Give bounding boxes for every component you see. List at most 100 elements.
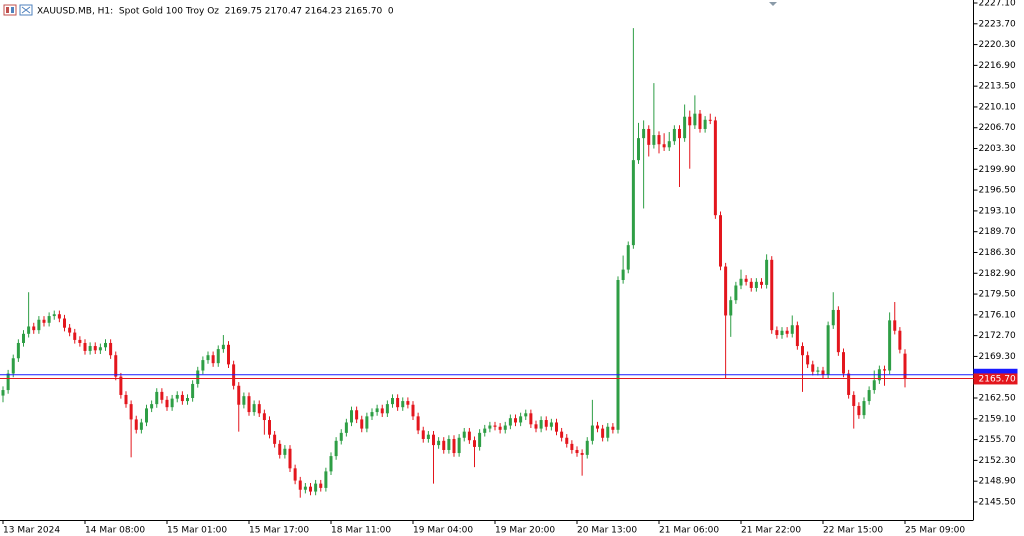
candle-body [867, 390, 871, 402]
candle-body [242, 396, 246, 405]
candle-body [785, 330, 789, 334]
candle-body [555, 422, 558, 432]
y-tick-label: 2216.90 [979, 61, 1016, 71]
candle-body [719, 215, 722, 267]
candle-body [631, 160, 635, 246]
candle-body [334, 440, 338, 457]
candle-body [770, 259, 774, 331]
candle-body [560, 431, 564, 438]
candle-body [298, 480, 302, 490]
candle-body [93, 346, 97, 351]
candle-body [293, 468, 297, 481]
candle-body [806, 355, 810, 365]
icon-cross [21, 6, 31, 14]
candle-body [893, 320, 897, 331]
candle-body [396, 398, 400, 408]
candle-body [421, 430, 425, 439]
candle-body [529, 413, 533, 425]
candle-body [708, 119, 712, 121]
candle-body [739, 278, 743, 286]
candle-body [370, 412, 374, 417]
candle-body [155, 391, 159, 405]
candle-body [642, 128, 646, 139]
candle-body [457, 437, 461, 454]
candle-body [621, 269, 625, 280]
candle-body [319, 483, 323, 488]
candle-body [831, 309, 835, 326]
candle-body [47, 316, 51, 323]
candle-body [652, 135, 656, 145]
candle-body [467, 431, 471, 441]
candle-body [350, 410, 353, 423]
candle-body [124, 394, 128, 405]
candle-body [63, 318, 66, 328]
candle-body [11, 358, 15, 374]
candle-body [442, 440, 446, 450]
chart-title: XAUUSD.MB, H1: Spot Gold 100 Troy Oz 216… [37, 7, 394, 17]
candle-body [883, 369, 886, 371]
candle-body [391, 398, 394, 405]
x-tick-label: 14 Mar 08:00 [85, 526, 145, 536]
candle-body [252, 404, 256, 413]
candle-body [790, 325, 794, 334]
candle-body [385, 404, 389, 414]
candle-body [273, 434, 277, 444]
candle-body [360, 419, 364, 429]
candle-body [355, 410, 359, 420]
candle-body [303, 486, 307, 490]
y-tick-label: 2145.50 [979, 497, 1016, 507]
bid-tag [973, 373, 1018, 385]
candle-body [575, 449, 579, 454]
x-tick-label: 19 Mar 04:00 [413, 526, 473, 536]
y-tick-label: 2159.10 [979, 414, 1016, 424]
x-tick-label: 15 Mar 17:00 [249, 526, 309, 536]
candle-body [175, 394, 179, 399]
symbol-icon [3, 4, 33, 16]
y-tick-label: 2193.10 [979, 206, 1016, 216]
candle-body [852, 394, 856, 406]
candle-body [426, 434, 430, 439]
candle-body [729, 300, 733, 316]
candle-body [549, 422, 553, 427]
candle-body [580, 453, 584, 455]
icon-frame [3, 4, 17, 16]
candle-body [514, 418, 517, 423]
candle-body [268, 420, 271, 435]
candle-body [52, 314, 56, 317]
candle-body [724, 266, 728, 316]
x-tick-label: 13 Mar 2024 [3, 526, 60, 536]
candle-body [339, 432, 343, 441]
candle-body [257, 404, 261, 414]
candle-body [565, 437, 569, 444]
candle-body [524, 413, 528, 417]
candle-body [22, 333, 25, 343]
y-tick-label: 2206.70 [979, 123, 1016, 133]
bid-label: 2165.70 [979, 374, 1016, 384]
candle-body [278, 443, 282, 455]
candle-body [488, 425, 492, 429]
candle-body [508, 418, 512, 426]
candle-body [186, 398, 189, 402]
candle-body [145, 408, 148, 423]
x-tick-label: 21 Mar 06:00 [659, 526, 719, 536]
candle-body [288, 448, 292, 469]
candle-body [473, 440, 476, 447]
y-tick-label: 2155.70 [979, 435, 1016, 445]
candle-body [765, 259, 769, 285]
candle-body [432, 434, 435, 446]
candle-body [165, 399, 169, 408]
x-tick-label: 22 Mar 15:00 [823, 526, 883, 536]
candle-body [503, 425, 507, 430]
candle-body [42, 319, 46, 323]
candle-body [160, 391, 164, 400]
y-tick-label: 2203.30 [979, 144, 1016, 154]
candle-body [216, 349, 220, 364]
candle-body [678, 128, 681, 139]
candle-body [134, 419, 138, 430]
y-tick-label: 2172.70 [979, 331, 1016, 341]
candle-body [227, 344, 230, 365]
y-tick-label: 2176.10 [979, 310, 1016, 320]
candle-body [539, 420, 543, 429]
candle-body [693, 113, 697, 126]
candle-body [170, 398, 174, 408]
